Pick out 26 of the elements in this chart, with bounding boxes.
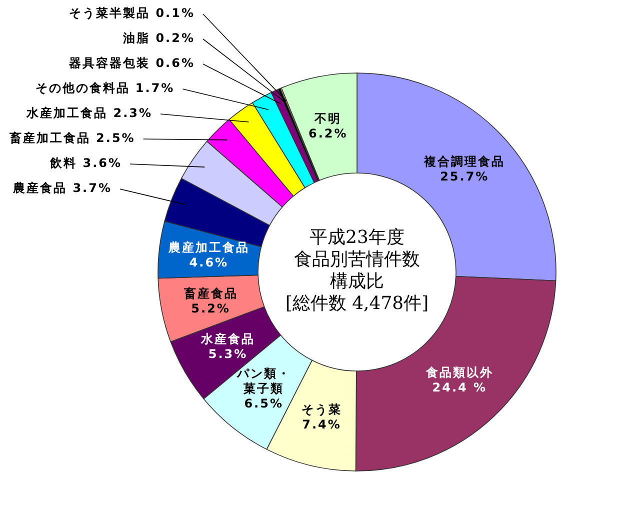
slice-label: 食品類以外 [424,365,494,380]
data-label: 5.3% [208,347,248,362]
slice-label: パン類・菓子類 [236,366,291,396]
slice-label: 農産食品 3.7% [12,181,112,195]
data-label: 24.4 % [432,380,488,394]
slice-label: 畜産食品 [182,286,238,300]
slice-label: そう菜半製品 0.1% [69,6,195,20]
data-label: 4.6% [189,256,229,270]
data-label: 6.5% [244,396,284,410]
slice-label: 水産加工食品 2.3% [26,106,153,120]
title: 平成23年度食品別苦情件数構成比 [294,227,420,292]
data-label: 7.4% [302,417,342,432]
slice-label: 油脂 0.2% [122,31,195,45]
slice-label: 農産加工食品 [167,240,250,255]
subtitle: [総件数 4,478件] [285,293,429,314]
slice-label: 複合調理食品 [423,154,506,168]
slice-label: その他の食料品 1.7% [35,81,175,95]
slice-label: 飲料 3.6% [49,156,122,170]
slice-label: そう菜 [302,402,342,416]
data-label: 25.7% [440,169,490,184]
data-label: 5.2% [191,301,230,316]
slice-label: 水産食品 [200,332,256,346]
data-label: 6.2% [308,126,348,140]
slice-label: 不明 [314,111,342,126]
slice-label: 器具容器包装 0.6% [68,56,195,70]
slice-label: 畜産加工食品 2.5% [8,131,136,145]
